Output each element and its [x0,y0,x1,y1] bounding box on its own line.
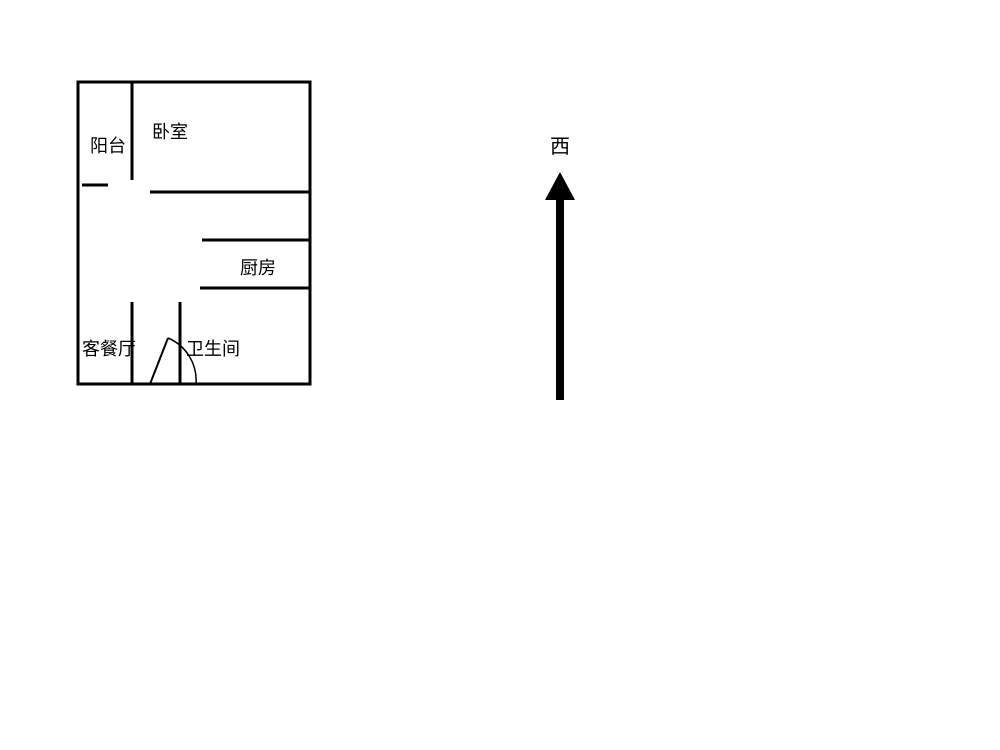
floorplan-canvas [0,0,1000,750]
room-label-balcony: 阳台 [90,132,126,158]
room-label-living-dining: 客餐厅 [82,335,136,361]
compass-arrow [545,172,575,400]
compass-direction-label: 西 [550,130,570,159]
room-label-bathroom: 卫生间 [186,335,240,361]
room-label-kitchen: 厨房 [240,254,276,280]
room-label-bedroom: 卧室 [152,118,188,144]
